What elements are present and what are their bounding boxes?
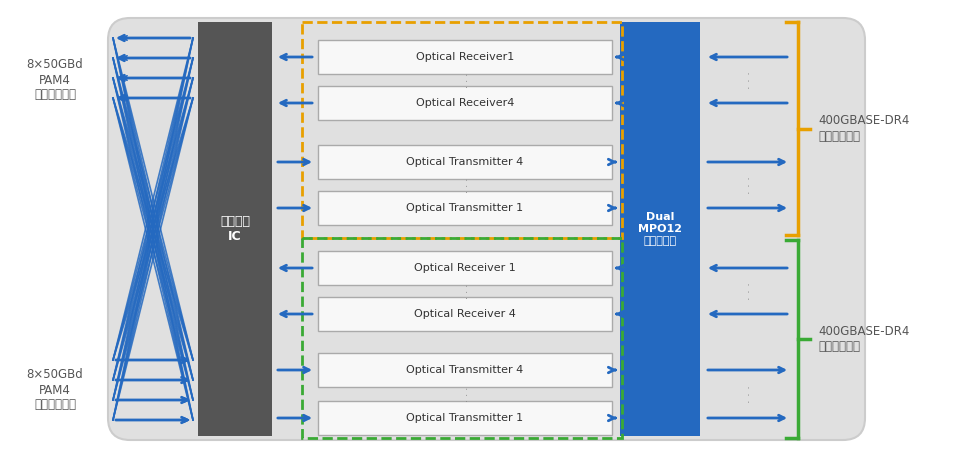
- Bar: [318, 297, 612, 331]
- Text: 信号処理
IC: 信号処理 IC: [220, 215, 250, 243]
- Bar: [302, 22, 622, 238]
- Text: Optical Transmitter 4: Optical Transmitter 4: [407, 157, 524, 167]
- Text: Optical Transmitter 4: Optical Transmitter 4: [407, 365, 524, 375]
- Text: . . .: . . .: [460, 387, 470, 402]
- Bar: [198, 22, 272, 436]
- Bar: [318, 353, 612, 387]
- Bar: [318, 191, 612, 225]
- Text: . . .: . . .: [460, 72, 470, 87]
- Text: Optical Receiver 1: Optical Receiver 1: [414, 263, 516, 273]
- Text: . . .: . . .: [743, 282, 752, 300]
- Bar: [302, 238, 622, 438]
- Text: 8×50GBd
PAM4
電気信号入力: 8×50GBd PAM4 電気信号入力: [27, 369, 84, 411]
- Bar: [318, 40, 612, 74]
- Text: Optical Transmitter 1: Optical Transmitter 1: [407, 203, 524, 213]
- Text: Optical Receiver4: Optical Receiver4: [416, 98, 514, 108]
- Text: . . .: . . .: [743, 385, 752, 403]
- Text: . . .: . . .: [460, 177, 470, 193]
- Text: 8×50GBd
PAM4
電気信号出力: 8×50GBd PAM4 電気信号出力: [27, 59, 84, 102]
- Text: . . .: . . .: [743, 176, 752, 194]
- Bar: [318, 251, 612, 285]
- FancyBboxPatch shape: [108, 18, 865, 440]
- Text: . . .: . . .: [460, 284, 470, 299]
- Bar: [318, 401, 612, 435]
- Text: Optical Transmitter 1: Optical Transmitter 1: [407, 413, 524, 423]
- Text: . . .: . . .: [743, 71, 752, 89]
- Bar: [318, 145, 612, 179]
- Bar: [620, 22, 700, 436]
- Text: 400GBASE-DR4
光信号入出力: 400GBASE-DR4 光信号入出力: [818, 325, 909, 353]
- Text: Dual
MPO12
コネクター: Dual MPO12 コネクター: [638, 213, 682, 245]
- Text: Optical Receiver 4: Optical Receiver 4: [414, 309, 516, 319]
- Bar: [318, 86, 612, 120]
- Text: Optical Receiver1: Optical Receiver1: [416, 52, 514, 62]
- Text: 400GBASE-DR4
光信号入出力: 400GBASE-DR4 光信号入出力: [818, 114, 909, 142]
